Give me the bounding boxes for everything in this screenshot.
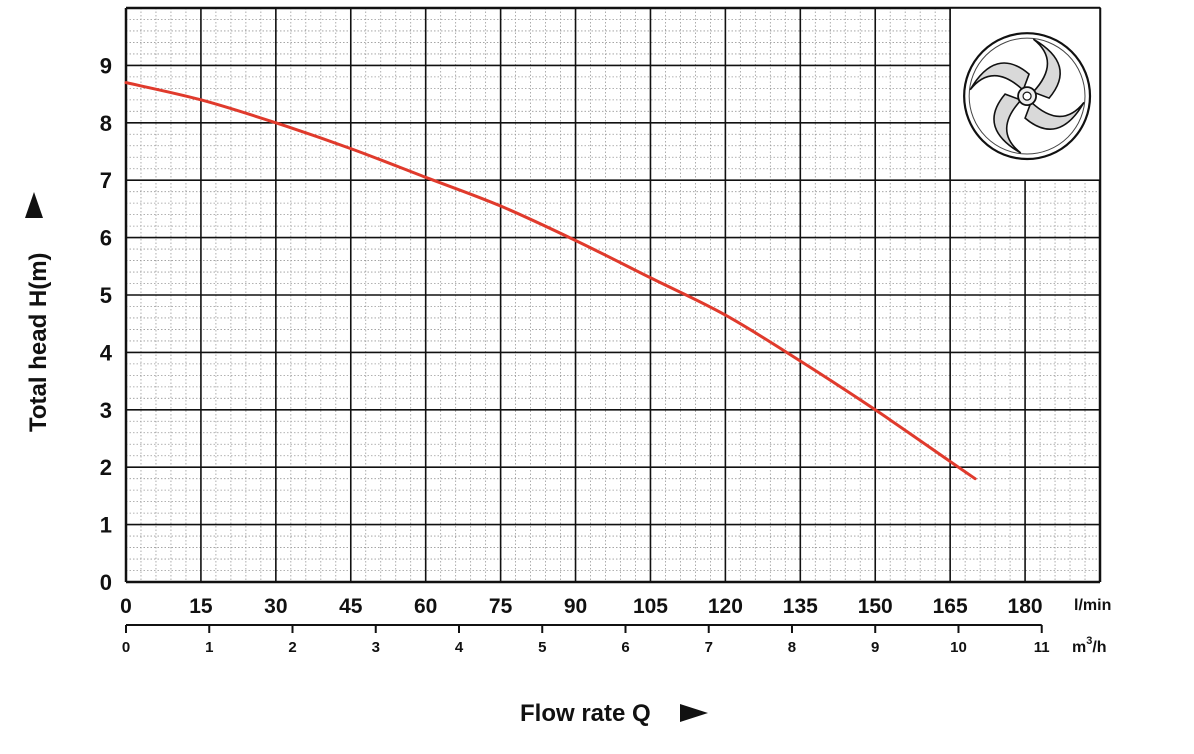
secondary-tick-label: 6 bbox=[621, 639, 629, 656]
secondary-tick-label: 1 bbox=[205, 639, 213, 656]
curve-layer bbox=[124, 81, 977, 481]
y-tick-label: 3 bbox=[100, 398, 112, 423]
y-tick-label: 5 bbox=[100, 283, 112, 308]
x-tick-label: 150 bbox=[858, 595, 893, 618]
x-unit-secondary: m3/h bbox=[1072, 635, 1107, 656]
secondary-tick-label: 3 bbox=[372, 639, 380, 656]
y-tick-label: 2 bbox=[100, 455, 112, 480]
y-axis-arrow-icon bbox=[25, 192, 43, 218]
secondary-tick-label: 11 bbox=[1034, 639, 1050, 656]
x-tick-label: 45 bbox=[339, 595, 363, 618]
x-axis-title: Flow rate Q bbox=[520, 700, 651, 727]
y-tick-label: 1 bbox=[100, 513, 112, 538]
x-tick-label: 135 bbox=[783, 595, 818, 618]
y-axis-title: Total head H(m) bbox=[25, 252, 52, 432]
y-tick-label: 4 bbox=[100, 340, 113, 365]
y-tick-label: 9 bbox=[100, 53, 112, 78]
x-tick-label: 180 bbox=[1008, 595, 1043, 618]
secondary-tick-label: 0 bbox=[122, 639, 130, 656]
secondary-tick-label: 10 bbox=[950, 639, 967, 656]
x-unit-primary: l/min bbox=[1074, 597, 1111, 614]
x-axis-arrow-icon bbox=[680, 704, 708, 722]
x-tick-label: 75 bbox=[489, 595, 513, 618]
impeller-inset bbox=[949, 7, 1101, 181]
y-tick-label: 0 bbox=[100, 570, 112, 595]
x-tick-label: 120 bbox=[708, 595, 743, 618]
impeller-vane-shape bbox=[1024, 100, 1085, 130]
impeller-rim-icon bbox=[968, 37, 1086, 155]
impeller-vane-icon bbox=[993, 93, 1023, 154]
impeller-bore-icon bbox=[1022, 91, 1032, 101]
secondary-tick-label: 4 bbox=[455, 639, 464, 656]
secondary-tick-label: 7 bbox=[705, 639, 713, 656]
secondary-tick-label: 8 bbox=[788, 639, 796, 656]
x-tick-label: 30 bbox=[264, 595, 287, 618]
y-tick-label: 8 bbox=[100, 111, 112, 136]
secondary-tick-label: 2 bbox=[288, 639, 296, 656]
impeller-vane-icon bbox=[1024, 100, 1085, 130]
head-curve-line bbox=[124, 81, 977, 481]
x-tick-label: 165 bbox=[933, 595, 968, 618]
secondary-tick-label: 9 bbox=[871, 639, 879, 656]
impeller-vane-icon bbox=[1031, 38, 1061, 100]
y-tick-label: 6 bbox=[100, 226, 112, 251]
x-tick-label: 90 bbox=[564, 595, 587, 618]
impeller-vane-shape bbox=[1031, 38, 1061, 100]
secondary-x-axis: 0 1 2 3 4 5 6 7 8 9 10 11 bbox=[122, 624, 1050, 656]
secondary-tick-label: 5 bbox=[538, 639, 546, 656]
impeller-vane-shape bbox=[969, 62, 1031, 92]
impeller-vane-shape bbox=[993, 93, 1023, 154]
x-tick-label: 60 bbox=[414, 595, 437, 618]
x-tick-labels: 0 15 30 45 60 75 90 105 120 135 150 165 180 bbox=[120, 595, 1042, 618]
x-tick-label: 105 bbox=[633, 595, 668, 618]
impeller-vane-icon bbox=[969, 62, 1031, 92]
y-tick-labels: 0 1 2 3 4 5 6 7 8 9 bbox=[100, 53, 113, 595]
y-axis-title-group: Total head H(m) bbox=[25, 192, 52, 432]
x-tick-label: 15 bbox=[189, 595, 213, 618]
x-tick-label: 0 bbox=[120, 595, 132, 618]
y-tick-label: 7 bbox=[100, 168, 112, 193]
